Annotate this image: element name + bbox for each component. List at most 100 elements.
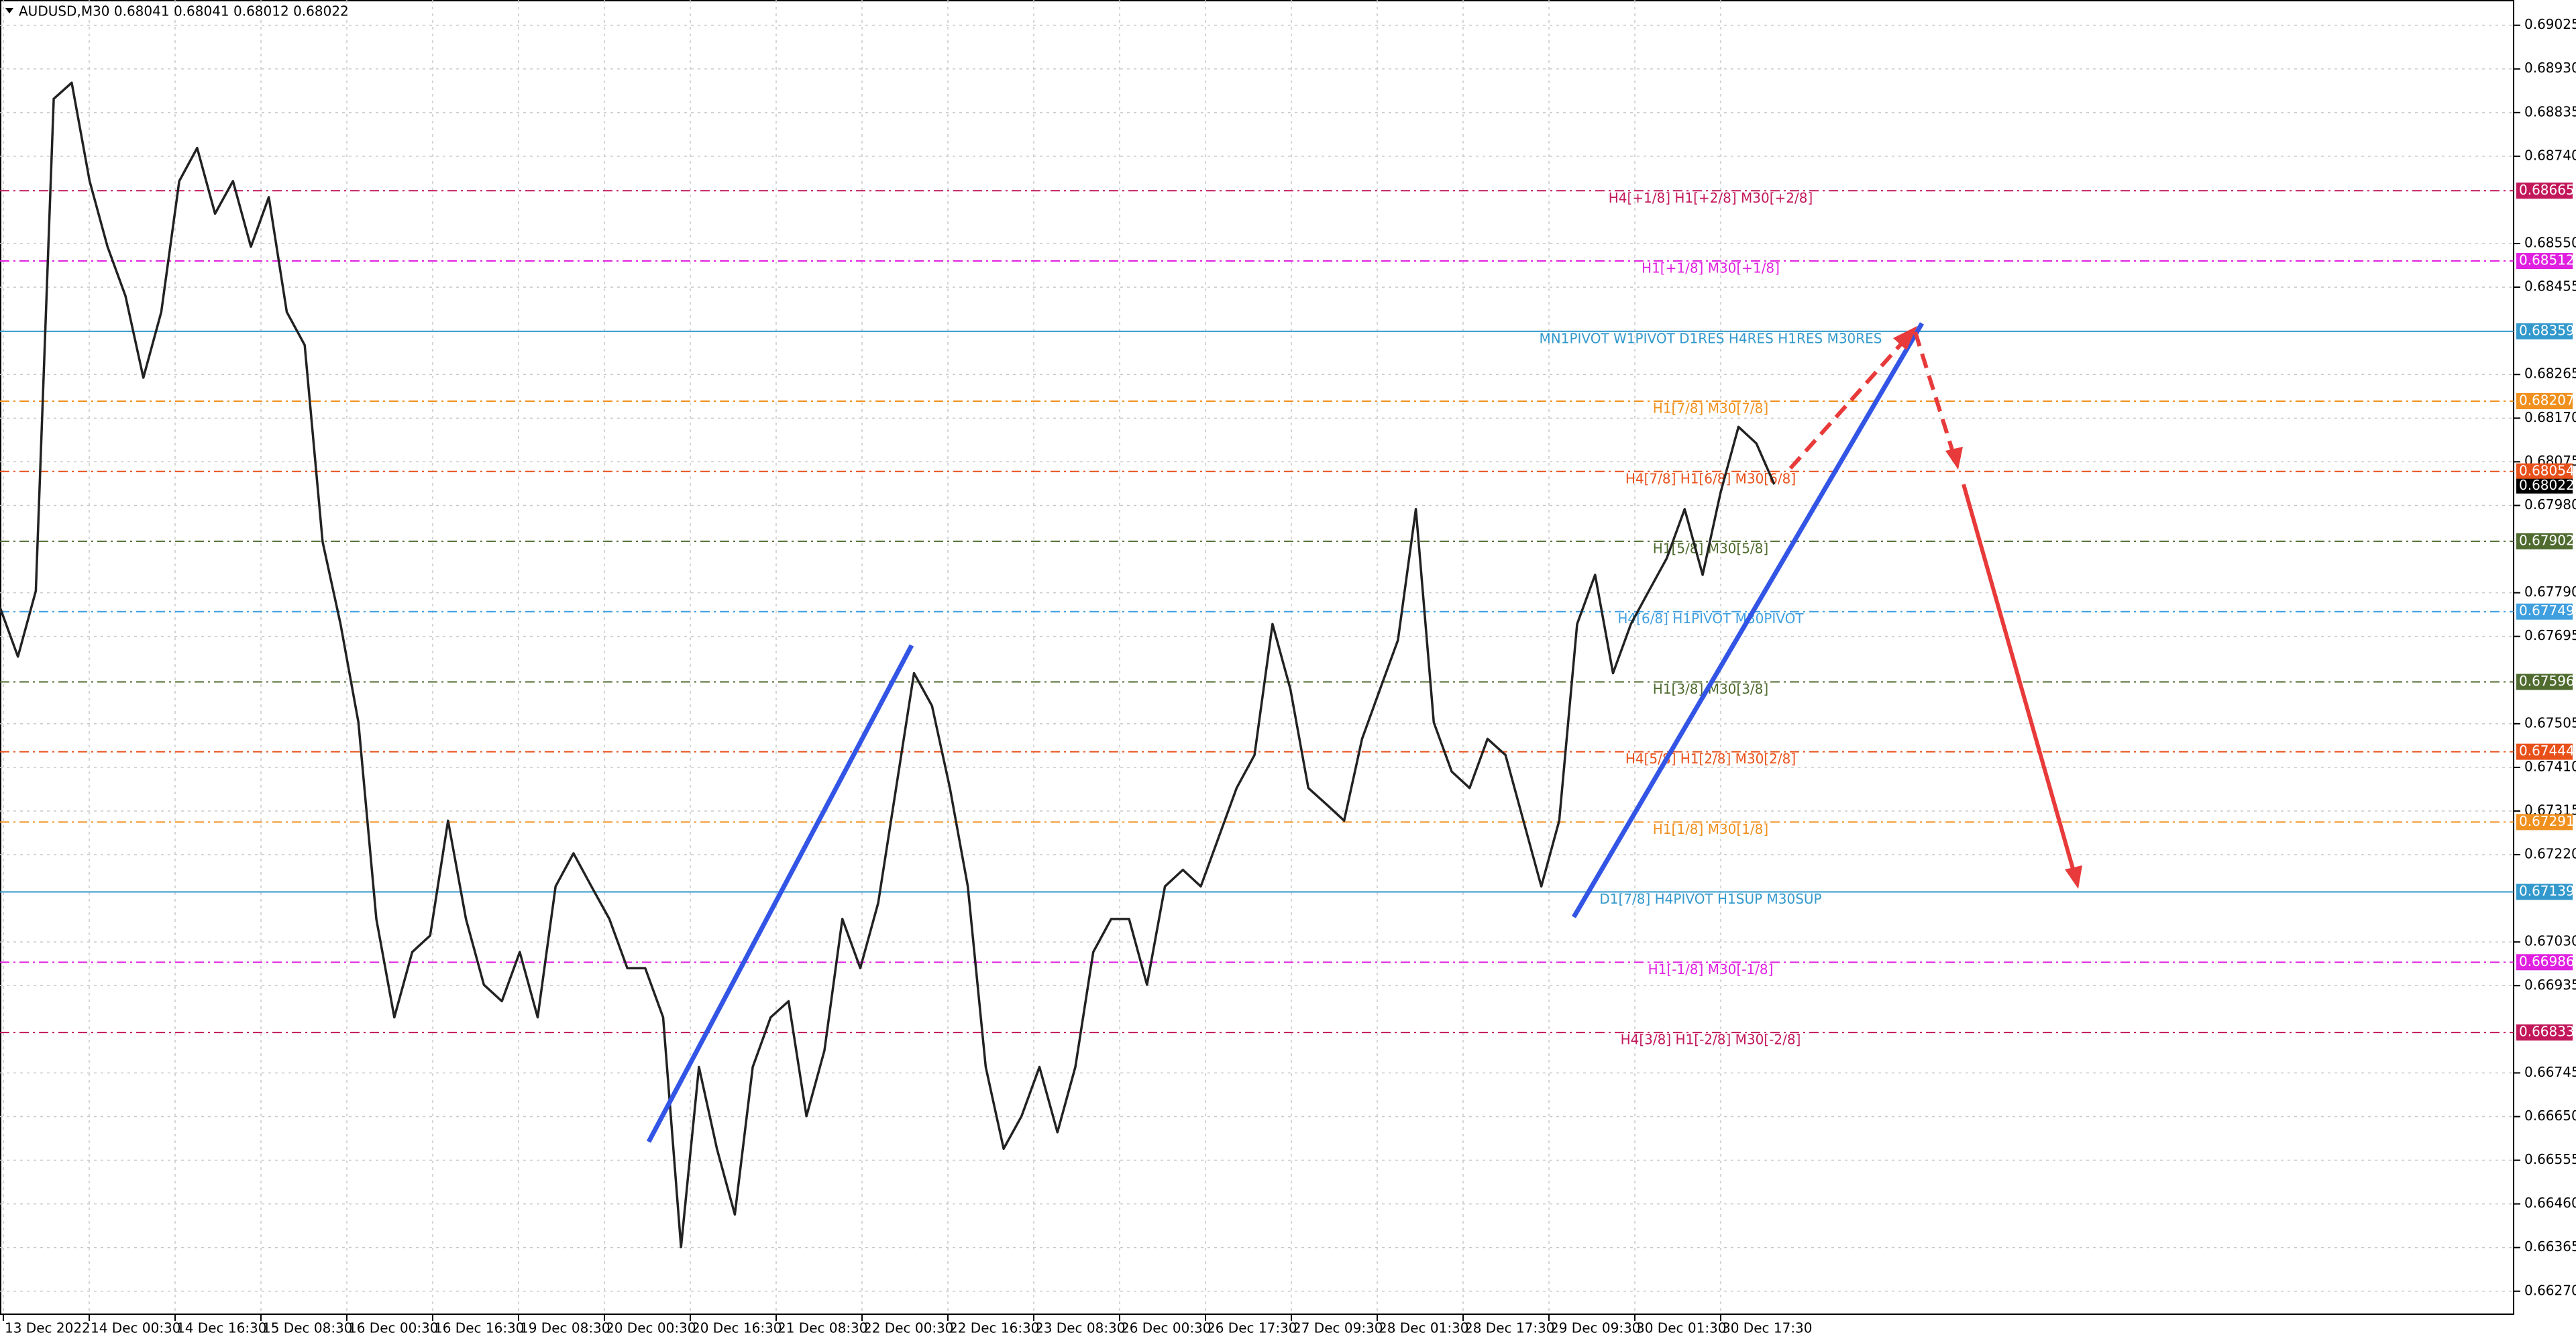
y-tick-label: 0.68455 <box>2524 278 2576 294</box>
x-tick-label: 22 Dec 16:30 <box>949 1320 1040 1336</box>
levels: H4[+1/8] H1[+2/8] M30[+2/8] H1[+1/8] M30[… <box>0 190 2514 1048</box>
current-price: 0.68022 <box>2519 477 2575 493</box>
drawings <box>646 322 2082 1143</box>
current-price-box <box>2516 478 2573 494</box>
x-tick-label: 28 Dec 01:30 <box>1379 1320 1469 1336</box>
x-tick-label: 16 Dec 16:30 <box>434 1320 525 1336</box>
y-tick-label: 0.68550 <box>2524 235 2576 251</box>
y-tick-label: 0.68930 <box>2524 60 2576 76</box>
y-tick-label: 0.67980 <box>2524 496 2576 513</box>
level-price: 0.67139 <box>2519 883 2575 899</box>
y-tick-label: 0.67410 <box>2524 758 2576 774</box>
level-label: H1[-1/8] M30[-1/8] <box>1648 961 1774 977</box>
y-tick-label: 0.67505 <box>2524 714 2576 731</box>
level-label: H4[+1/8] H1[+2/8] M30[+2/8] <box>1609 190 1813 206</box>
axis: 0.69025 0.68930 0.68835 0.68740 0.68550 0.684… <box>3 16 2576 1336</box>
x-tick-label: 14 Dec 00:30 <box>91 1320 181 1336</box>
y-tick-label: 0.67790 <box>2524 584 2576 600</box>
x-tick-label: 28 Dec 17:30 <box>1464 1320 1555 1336</box>
level-price: 0.67291 <box>2519 813 2575 829</box>
y-tick-label: 0.68740 <box>2524 147 2576 163</box>
y-tick-label: 0.66555 <box>2524 1151 2576 1167</box>
y-tick-label: 0.66650 <box>2524 1108 2576 1124</box>
y-tick-label: 0.66270 <box>2524 1282 2576 1298</box>
y-tick-label: 0.66745 <box>2524 1064 2576 1080</box>
level-label: H1[1/8] M30[1/8] <box>1653 821 1768 837</box>
arrowhead <box>1893 326 1917 350</box>
level-price: 0.68512 <box>2519 252 2575 268</box>
x-tick-label: 27 Dec 09:30 <box>1293 1320 1383 1336</box>
y-tick-label: 0.66935 <box>2524 977 2576 993</box>
grid <box>0 0 2514 1314</box>
arrow-down <box>1962 484 2076 874</box>
level-price: 0.68665 <box>2519 182 2575 198</box>
level-price: 0.67749 <box>2519 602 2575 619</box>
x-tick-label: 14 Dec 16:30 <box>176 1320 267 1336</box>
level-label: H4[5/8] H1[2/8] M30[2/8] <box>1625 751 1796 767</box>
level-price: 0.66986 <box>2519 953 2575 969</box>
level-label: H4[7/8] H1[6/8] M30[6/8] <box>1625 470 1796 486</box>
trend-line <box>1571 322 1925 918</box>
level-price: 0.68207 <box>2519 392 2575 408</box>
y-tick-label: 0.67695 <box>2524 627 2576 643</box>
y-tick-label: 0.67220 <box>2524 846 2576 862</box>
x-tick-label: 26 Dec 17:30 <box>1207 1320 1297 1336</box>
x-tick-label: 21 Dec 08:30 <box>777 1320 868 1336</box>
level-price-box <box>2516 533 2573 549</box>
x-tick-label: 29 Dec 09:30 <box>1550 1320 1641 1336</box>
x-tick-label: 20 Dec 16:30 <box>692 1320 782 1336</box>
trend-line <box>646 644 914 1143</box>
level-label: H4[6/8] H1PIVOT M30PIVOT <box>1617 610 1804 627</box>
level-price: 0.68054 <box>2519 462 2575 478</box>
level-label: H1[7/8] M30[7/8] <box>1653 400 1768 416</box>
level-price-box <box>2516 603 2573 620</box>
level-price: 0.67444 <box>2519 743 2575 759</box>
level-label: H1[+1/8] M30[+1/8] <box>1642 260 1780 276</box>
level-label: MN1PIVOT W1PIVOT D1RES H4RES H1RES M30RE… <box>1540 330 1882 346</box>
level-price-box <box>2516 323 2573 339</box>
price-series <box>0 81 1776 1248</box>
price-line <box>0 81 1776 1248</box>
level-price-box <box>2516 743 2573 760</box>
plot-frame <box>0 0 2514 1315</box>
level-price-box <box>2516 463 2573 480</box>
x-tick-label: 19 Dec 08:30 <box>520 1320 610 1336</box>
chart-title: AUDUSD,M30 0.68041 0.68041 0.68012 0.680… <box>19 3 349 19</box>
level-price-box <box>2516 1024 2573 1041</box>
x-tick-label: 13 Dec 2022 <box>5 1320 91 1336</box>
level-price-box <box>2516 814 2573 831</box>
x-tick-label: 26 Dec 00:30 <box>1121 1320 1212 1336</box>
x-tick-label: 23 Dec 08:30 <box>1035 1320 1126 1336</box>
level-label: H4[3/8] H1[-2/8] M30[-2/8] <box>1621 1032 1801 1048</box>
y-tick-label: 0.67030 <box>2524 933 2576 949</box>
level-price: 0.67596 <box>2519 673 2575 689</box>
y-tick-label: 0.68170 <box>2524 409 2576 425</box>
y-tick-label: 0.66365 <box>2524 1238 2576 1254</box>
level-price-box <box>2516 182 2573 199</box>
y-tick-label: 0.68835 <box>2524 103 2576 119</box>
x-tick-label: 16 Dec 00:30 <box>348 1320 439 1336</box>
level-price-box <box>2516 883 2573 900</box>
x-tick-label: 22 Dec 00:30 <box>863 1320 954 1336</box>
arrowhead <box>2065 865 2082 889</box>
level-price-box <box>2516 253 2573 270</box>
level-price-box <box>2516 954 2573 971</box>
level-price: 0.68359 <box>2519 322 2575 338</box>
y-tick-label: 0.69025 <box>2524 16 2576 32</box>
y-tick-label: 0.68265 <box>2524 366 2576 382</box>
x-tick-label: 20 Dec 00:30 <box>606 1320 696 1336</box>
x-tick-label: 30 Dec 17:30 <box>1722 1320 1813 1336</box>
arrowhead <box>1945 447 1963 470</box>
level-price-box <box>2516 392 2573 409</box>
arrow-up <box>1788 332 1913 470</box>
x-tick-label: 30 Dec 01:30 <box>1636 1320 1727 1336</box>
level-price: 0.66833 <box>2519 1024 2575 1040</box>
x-tick-label: 15 Dec 08:30 <box>262 1320 353 1336</box>
menu-icon <box>5 8 13 13</box>
level-price: 0.67902 <box>2519 532 2575 548</box>
y-tick-label: 0.66460 <box>2524 1195 2576 1211</box>
level-label: D1[7/8] H4PIVOT H1SUP M30SUP <box>1599 891 1821 907</box>
